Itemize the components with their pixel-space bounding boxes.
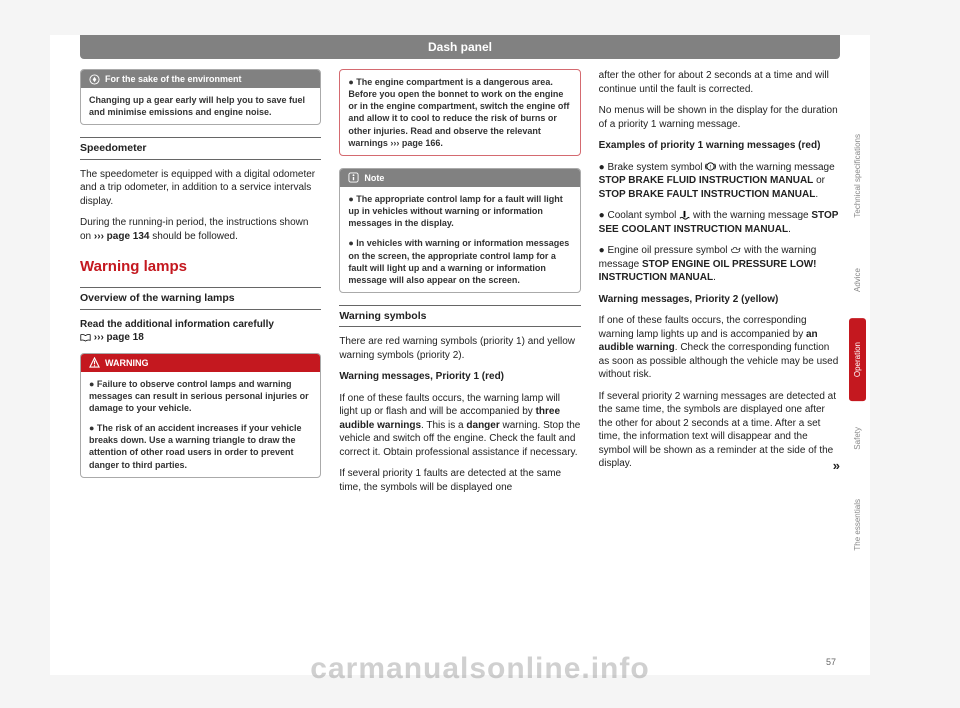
oil-pressure-icon — [730, 245, 741, 256]
examples-head: Examples of priority 1 warning messages … — [599, 139, 840, 153]
warning-callout-head: WARNING — [81, 354, 320, 372]
section-header: Dash panel — [80, 35, 840, 59]
content-columns: For the sake of the environment Changing… — [50, 69, 870, 502]
environment-callout: For the sake of the environment Changing… — [80, 69, 321, 125]
warning-bullet-2: ● The risk of an accident increases if y… — [89, 422, 312, 471]
speedometer-heading: Speedometer — [80, 137, 321, 159]
environment-icon — [89, 74, 100, 85]
overview-heading: Overview of the warning lamps — [80, 287, 321, 309]
example-oil: ● Engine oil pressure symbol with the wa… — [599, 244, 840, 285]
brake-icon: ! — [705, 161, 716, 172]
note-callout: Note ● The appropriate control lamp for … — [339, 168, 580, 293]
warning-triangle-icon — [89, 357, 100, 368]
environment-callout-head: For the sake of the environment — [81, 70, 320, 88]
warning-lamps-heading: Warning lamps — [80, 257, 321, 277]
warning-callout-title: WARNING — [105, 357, 149, 369]
example-brake: ● Brake system symbol ! with the warning… — [599, 161, 840, 202]
danger-callout: ● The engine compartment is a dangerous … — [339, 69, 580, 156]
speedometer-text-1: The speedometer is equipped with a digit… — [80, 168, 321, 209]
priority1-body: If one of these faults occurs, the warni… — [339, 392, 580, 460]
environment-callout-title: For the sake of the environment — [105, 73, 242, 85]
priority1-head: Warning messages, Priority 1 (red) — [339, 370, 580, 384]
info-icon — [348, 172, 359, 183]
coolant-icon — [679, 210, 690, 221]
continue-arrow: » — [833, 457, 840, 475]
manual-page: Dash panel For the sake of the environme… — [50, 35, 870, 675]
example-coolant: ● Coolant symbol with the warning messag… — [599, 209, 840, 236]
side-tabs: Technical specifications Advice Operatio… — [849, 110, 866, 575]
priority1-continued: If several priority 1 faults are detecte… — [339, 467, 580, 494]
tab-advice[interactable]: Advice — [849, 244, 866, 316]
page-number: 57 — [826, 657, 836, 667]
read-more-ref: Read the additional information carefull… — [80, 318, 321, 345]
tab-operation[interactable]: Operation — [849, 318, 866, 401]
warning-callout-body: ● Failure to observe control lamps and w… — [81, 372, 320, 477]
warning-bullet-1: ● Failure to observe control lamps and w… — [89, 378, 312, 414]
note-callout-head: Note — [340, 169, 579, 187]
note-callout-title: Note — [364, 172, 384, 184]
warning-symbols-p1: There are red warning symbols (priority … — [339, 335, 580, 362]
note-callout-body: ● The appropriate control lamp for a fau… — [340, 187, 579, 292]
environment-callout-body: Changing up a gear early will help you t… — [81, 88, 320, 124]
priority2-head: Warning messages, Priority 2 (yellow) — [599, 293, 840, 307]
col3-p2: No menus will be shown in the display fo… — [599, 104, 840, 131]
tab-tech-specs[interactable]: Technical specifications — [849, 110, 866, 242]
note-bullet-1: ● The appropriate control lamp for a fau… — [348, 193, 571, 229]
note-bullet-2: ● In vehicles with warning or informatio… — [348, 237, 571, 286]
column-3: after the other for about 2 seconds at a… — [599, 69, 840, 502]
book-icon — [80, 333, 91, 344]
danger-callout-body: ● The engine compartment is a dangerous … — [340, 70, 579, 155]
column-1: For the sake of the environment Changing… — [80, 69, 321, 502]
warning-callout: WARNING ● Failure to observe control lam… — [80, 353, 321, 478]
speedometer-text-2: During the running-in period, the instru… — [80, 216, 321, 243]
tab-essentials[interactable]: The essentials — [849, 475, 866, 575]
priority2-body: If one of these faults occurs, the corre… — [599, 314, 840, 382]
column-2: ● The engine compartment is a dangerous … — [339, 69, 580, 502]
col3-p1: after the other for about 2 seconds at a… — [599, 69, 840, 96]
priority2-p4: If several priority 2 warning messages a… — [599, 390, 840, 471]
tab-safety[interactable]: Safety — [849, 403, 866, 474]
warning-symbols-heading: Warning symbols — [339, 305, 580, 327]
